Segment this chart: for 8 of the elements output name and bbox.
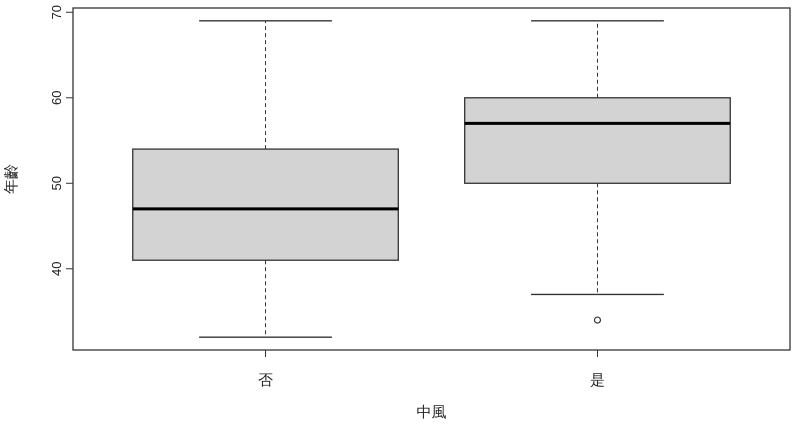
x-axis-title: 中風 bbox=[416, 404, 446, 421]
y-axis-title: 年齡 bbox=[3, 164, 20, 194]
x-tick-label: 是 bbox=[590, 372, 605, 389]
y-tick-label: 60 bbox=[49, 90, 64, 106]
x-tick-label: 否 bbox=[258, 372, 274, 389]
y-tick-label: 40 bbox=[49, 262, 64, 276]
y-tick-label: 70 bbox=[49, 5, 64, 20]
y-tick-label: 50 bbox=[49, 176, 64, 191]
